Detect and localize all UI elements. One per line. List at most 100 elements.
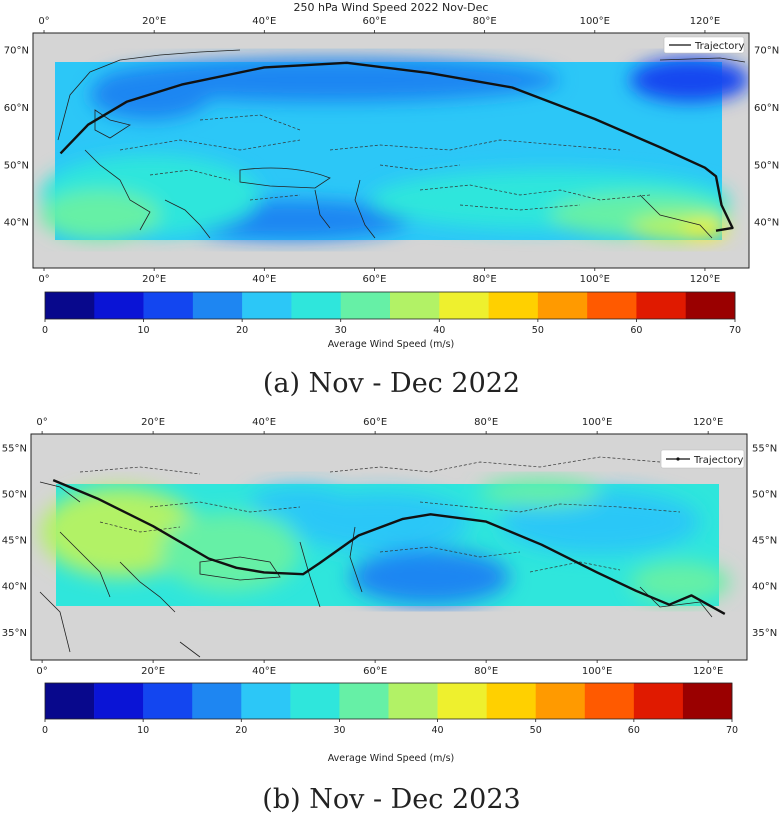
colorbar-bin — [340, 292, 391, 319]
lat-tick-label: 40°N — [4, 218, 29, 229]
lon-tick-label: 100°E — [580, 274, 610, 285]
colorbar-bin — [242, 292, 292, 319]
lat-tick-label: 70°N — [4, 46, 29, 57]
lon-tick-label: 0° — [36, 666, 47, 677]
lon-tick-label: 40°E — [252, 666, 276, 677]
lon-tick-label: 120°E — [690, 274, 720, 285]
colorbar-bin — [439, 292, 489, 319]
colorbar-tick-label: 20 — [235, 725, 247, 736]
lon-tick-label: 20°E — [142, 274, 166, 285]
legend-box — [660, 449, 745, 469]
wind-speed-field — [40, 58, 749, 242]
lat-tick-label: 50°N — [754, 160, 779, 171]
legend-label: Trajectory — [694, 41, 744, 52]
lon-tick-label: 60°E — [362, 16, 386, 27]
colorbar-bin — [584, 683, 635, 719]
lat-ticks-right: 55°N 50°N 45°N 40°N 35°N — [752, 443, 777, 638]
colorbar-bin — [388, 683, 438, 719]
colorbar-bin — [488, 292, 539, 319]
country-borders — [79, 456, 681, 573]
wind-field-blob — [250, 486, 350, 518]
country-borders — [119, 114, 651, 211]
colorbar-tick-label: 0 — [42, 725, 48, 736]
colorbar-tick-label: 10 — [138, 325, 150, 336]
colorbar-tick-label: 50 — [532, 325, 544, 336]
colorbar-tick-label: 0 — [42, 325, 48, 336]
lat-tick-label: 45°N — [2, 536, 27, 547]
colorbar-bin — [587, 292, 637, 319]
lat-tick-label: 50°N — [4, 160, 29, 171]
lon-tick-label: 80°E — [473, 274, 497, 285]
lon-tick-label: 0° — [38, 16, 49, 27]
map-panel-2022: 250 hPa Wind Speed 2022 Nov-Dec — [0, 0, 783, 405]
lat-tick-label: 60°N — [4, 103, 29, 114]
colorbar-tick-label: 70 — [729, 325, 741, 336]
map-frame — [32, 32, 750, 269]
legend-label: Trajectory — [693, 455, 743, 466]
colorbar-tick-label: 40 — [432, 725, 444, 736]
lon-tick-label: 20°E — [141, 417, 165, 428]
lat-tick-label: 70°N — [754, 46, 779, 57]
lon-tick-label: 0° — [36, 417, 47, 428]
colorbar-frame — [44, 291, 736, 320]
colorbar-tick-label: 60 — [628, 725, 640, 736]
colorbar-bin — [192, 292, 243, 319]
colorbar-bin — [143, 292, 194, 319]
lon-ticks-bottom: 0° 20°E 40°E 60°E 80°E 100°E 120°E — [36, 660, 723, 677]
wind-field-blob — [630, 562, 730, 602]
lat-tick-label: 60°N — [754, 103, 779, 114]
colorbar-bin — [535, 683, 586, 719]
colorbar-tick-label: 40 — [433, 325, 445, 336]
lat-tick-label: 40°N — [2, 582, 27, 593]
lat-ticks-left: 70°N 60°N 50°N 40°N — [4, 46, 29, 229]
lat-tick-label: 50°N — [752, 489, 777, 500]
colorbar-bin — [192, 683, 242, 719]
colorbar-tick-label: 30 — [335, 325, 347, 336]
lat-tick-label: 55°N — [2, 443, 27, 454]
wind-field-blob — [40, 190, 160, 240]
trajectory-line — [52, 478, 726, 615]
colorbar-tick-label: 60 — [630, 325, 642, 336]
map-panel-2023: 0° 20°E 40°E 60°E 80°E 100°E 120°E 0° 20°E 40°E 6… — [0, 412, 783, 822]
colorbar: 0 10 20 30 40 50 60 70 — [42, 291, 741, 336]
colorbar-bin — [390, 292, 440, 319]
lat-ticks-left: 55°N 50°N 45°N 40°N 35°N — [2, 443, 27, 638]
map-title: 250 hPa Wind Speed 2022 Nov-Dec — [294, 1, 489, 14]
lat-tick-label: 50°N — [2, 489, 27, 500]
wind-field-blob — [480, 478, 600, 506]
lat-tick-label: 40°N — [752, 582, 777, 593]
colorbar-bin — [94, 292, 144, 319]
lat-tick-label: 35°N — [752, 628, 777, 639]
lon-tick-label: 20°E — [142, 16, 166, 27]
legend-marker — [676, 457, 680, 461]
colorbar-bin — [339, 683, 389, 719]
lon-tick-label: 120°E — [693, 417, 723, 428]
colorbar-bin — [685, 292, 736, 319]
map-figure-2022: 250 hPa Wind Speed 2022 Nov-Dec — [4, 1, 779, 350]
map-legend: Trajectory — [663, 36, 744, 54]
colorbar-bin — [291, 292, 342, 319]
map-frame — [30, 433, 748, 661]
lat-tick-label: 40°N — [754, 218, 779, 229]
colorbar-bin — [94, 683, 144, 719]
colorbar-label: Average Wind Speed (m/s) — [328, 753, 455, 764]
colorbar-tick-label: 10 — [137, 725, 149, 736]
lat-tick-label: 45°N — [752, 536, 777, 547]
wind-field-blob — [160, 512, 300, 592]
lon-tick-label: 100°E — [582, 666, 612, 677]
lon-tick-label: 40°E — [252, 274, 276, 285]
colorbar-bin — [682, 683, 733, 719]
colorbar-bin — [290, 683, 340, 719]
wind-field-blob — [350, 549, 510, 605]
map-figure-2023: 0° 20°E 40°E 60°E 80°E 100°E 120°E 0° 20°E 40°E 6… — [2, 417, 777, 764]
colorbar-bin — [45, 292, 95, 319]
colorbar-tick-label: 50 — [530, 725, 542, 736]
wind-field-blob — [630, 58, 749, 102]
lon-ticks-bottom: 0° 20°E 40°E 60°E 80°E 100°E 120°E — [38, 268, 720, 285]
lon-tick-label: 60°E — [362, 274, 386, 285]
lon-tick-label: 120°E — [693, 666, 723, 677]
lon-tick-label: 0° — [38, 274, 49, 285]
caption-2023: (b) Nov - Dec 2023 — [262, 784, 521, 815]
lon-ticks-top: 0° 20°E 40°E 60°E 80°E 100°E 120°E — [36, 417, 723, 434]
coastlines — [57, 49, 746, 239]
